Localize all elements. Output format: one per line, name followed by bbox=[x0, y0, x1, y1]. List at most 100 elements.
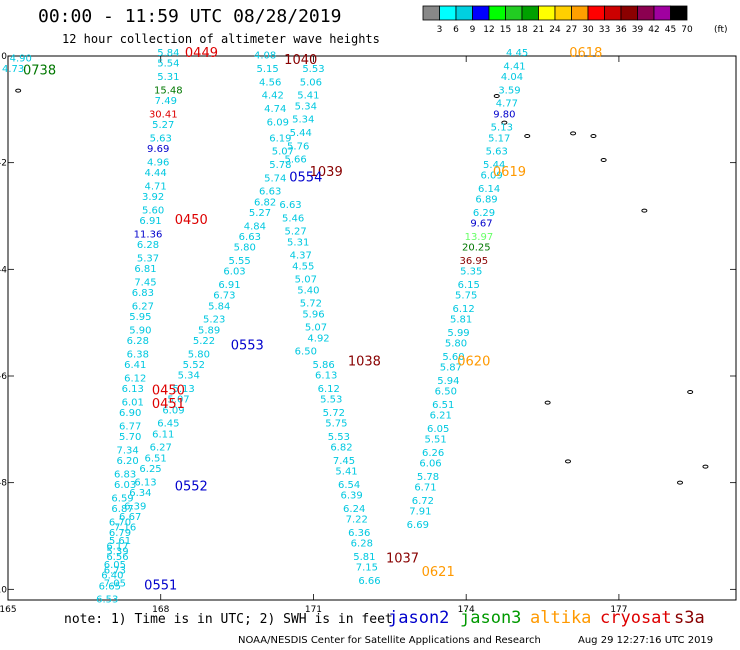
wave-height-label: 6.34 bbox=[129, 488, 151, 499]
wave-height-label: 5.34 bbox=[292, 115, 314, 126]
wave-height-label: 4.74 bbox=[264, 104, 286, 115]
wave-height-label: 5.63 bbox=[486, 147, 508, 158]
x-tick-label: 174 bbox=[458, 605, 475, 615]
wave-height-label: 6.82 bbox=[254, 197, 276, 208]
wave-height-label: 9.80 bbox=[493, 109, 515, 120]
wave-height-label: 5.46 bbox=[282, 213, 304, 224]
colorbar-unit-label: (ft) bbox=[714, 25, 728, 35]
wave-height-label: 9.67 bbox=[470, 219, 492, 230]
wave-height-label: 6.40 bbox=[101, 571, 123, 582]
page-title: 00:00 - 11:59 UTC 08/28/2019 bbox=[38, 6, 342, 27]
wave-height-label: 7.91 bbox=[409, 507, 431, 518]
wave-height-label: 5.15 bbox=[257, 64, 279, 75]
wave-height-label: 5.40 bbox=[297, 285, 319, 296]
legend-jason3: jason3 bbox=[460, 608, 522, 628]
legend-s3a: s3a bbox=[674, 608, 705, 628]
wave-height-label: 6.72 bbox=[412, 496, 434, 507]
wave-height-label: 3.92 bbox=[142, 192, 164, 203]
wave-height-label: 6.36 bbox=[348, 528, 370, 539]
wave-height-label: 6.73 bbox=[104, 565, 126, 576]
wave-height-label: 6.25 bbox=[139, 464, 161, 475]
wave-height-label: 4.71 bbox=[145, 181, 167, 192]
wave-height-label: 6.12 bbox=[453, 304, 475, 315]
wave-height-label: 7.05 bbox=[104, 579, 126, 590]
page-subtitle: 12 hour collection of altimeter wave hei… bbox=[62, 32, 380, 46]
pass-time-label: 0450 bbox=[152, 384, 185, 399]
wave-height-label: 5.27 bbox=[249, 208, 271, 219]
wave-height-label: 6.59 bbox=[111, 493, 133, 504]
colorbar-tick-label: 12 bbox=[483, 25, 494, 35]
wave-height-label: 5.78 bbox=[417, 472, 439, 483]
wave-height-label: 6.56 bbox=[106, 552, 128, 563]
wave-height-label: 5.60 bbox=[442, 352, 464, 363]
colorbar-tick-label: 9 bbox=[470, 25, 476, 35]
wave-height-label: 6.83 bbox=[114, 469, 136, 480]
wave-height-label: 5.13 bbox=[173, 384, 195, 395]
wave-height-label: 15.48 bbox=[154, 85, 183, 96]
legend-jason2: jason2 bbox=[388, 608, 450, 628]
wave-height-label: 6.26 bbox=[422, 448, 444, 459]
colorbar-tick-label: 6 bbox=[453, 25, 459, 35]
colorbar-tick-label: 18 bbox=[516, 25, 528, 35]
island-outline bbox=[677, 480, 683, 485]
island-outline bbox=[565, 459, 571, 464]
wave-height-label: 6.91 bbox=[218, 280, 240, 291]
colorbar-tick-label: 30 bbox=[582, 25, 594, 35]
wave-height-label: 3.59 bbox=[498, 85, 520, 96]
wave-height-label: 6.20 bbox=[117, 456, 139, 467]
wave-height-label: 5.89 bbox=[198, 325, 220, 336]
wave-height-label: 5.53 bbox=[320, 395, 342, 406]
wave-height-label: 5.96 bbox=[302, 309, 324, 320]
wave-height-label: 4.41 bbox=[503, 61, 525, 72]
wave-height-label: 4.08 bbox=[254, 51, 276, 62]
wave-height-label: 5.39 bbox=[106, 547, 128, 558]
wave-height-label: 6.17 bbox=[106, 541, 128, 552]
wave-height-label: 5.53 bbox=[302, 64, 324, 75]
pass-time-label: 1038 bbox=[348, 354, 381, 369]
wave-height-label: 5.95 bbox=[129, 312, 151, 323]
wave-height-label: 5.37 bbox=[137, 253, 159, 264]
wave-height-label: 6.87 bbox=[111, 504, 133, 515]
wave-height-label: 5.52 bbox=[183, 360, 205, 371]
wave-height-label: 6.53 bbox=[96, 595, 118, 606]
island-outline bbox=[570, 131, 577, 136]
wave-height-label: 6.39 bbox=[124, 501, 146, 512]
pass-time-label: 0449 bbox=[185, 46, 218, 61]
wave-height-label: 5.07 bbox=[272, 147, 294, 158]
wave-height-label: 6.03 bbox=[223, 267, 245, 278]
wave-height-label: 6.41 bbox=[124, 360, 146, 371]
wave-height-label: 5.72 bbox=[300, 299, 322, 310]
wave-height-label: 6.63 bbox=[239, 232, 261, 243]
wave-height-label: 5.60 bbox=[142, 205, 164, 216]
x-tick-label: 177 bbox=[610, 605, 627, 615]
wave-height-label: 6.65 bbox=[99, 581, 121, 592]
pass-time-label: 0450 bbox=[175, 213, 208, 228]
wave-height-label: 5.55 bbox=[229, 256, 251, 267]
wave-height-label: 4.90 bbox=[10, 53, 32, 64]
y-tick-label: 0 bbox=[1, 52, 7, 62]
wave-height-label: 6.09 bbox=[162, 405, 184, 416]
wave-height-label: 5.13 bbox=[491, 123, 513, 134]
wave-height-label: 5.41 bbox=[335, 467, 357, 478]
pass-time-label: 0554 bbox=[289, 170, 322, 185]
y-tick-label: -2 bbox=[0, 159, 7, 169]
wave-height-label: 5.31 bbox=[157, 72, 179, 83]
wave-height-label: 6.82 bbox=[330, 443, 352, 454]
wave-height-label: 6.67 bbox=[119, 512, 141, 523]
wave-height-label: 6.01 bbox=[122, 397, 144, 408]
map-frame bbox=[7, 55, 737, 601]
wave-height-label: 5.41 bbox=[297, 91, 319, 102]
wave-height-label: 5.76 bbox=[287, 141, 309, 152]
wave-height-label: 4.55 bbox=[292, 261, 314, 272]
wave-height-label: 20.25 bbox=[462, 243, 491, 254]
island-outline bbox=[600, 158, 607, 162]
wave-height-label: 5.06 bbox=[300, 77, 322, 88]
wave-height-label: 6.28 bbox=[127, 336, 149, 347]
colorbar-swatch bbox=[670, 5, 688, 21]
wave-height-label: 5.99 bbox=[447, 328, 469, 339]
x-tick-label: 168 bbox=[152, 605, 169, 615]
pass-time-label: 0621 bbox=[422, 565, 455, 580]
pass-time-label: 0619 bbox=[493, 165, 526, 180]
wave-height-label: 5.72 bbox=[323, 408, 345, 419]
